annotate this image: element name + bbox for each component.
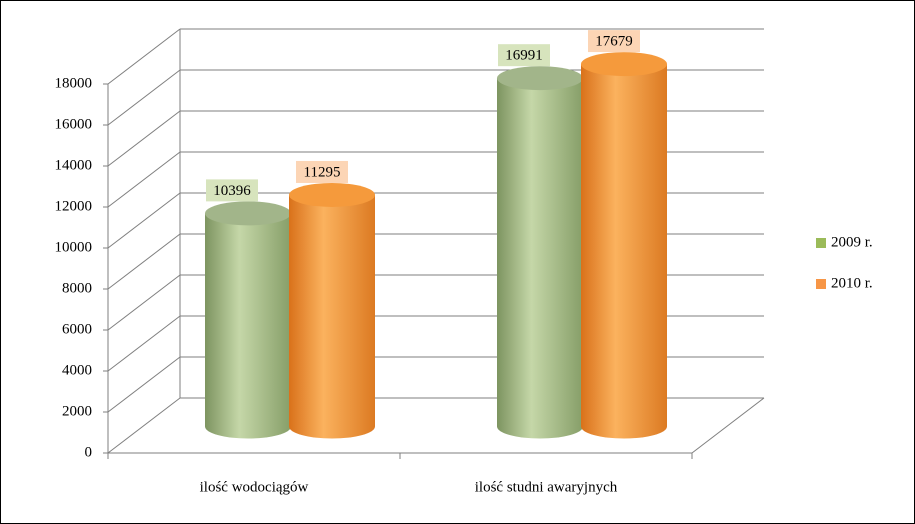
y-tick-label: 4000 [62,362,92,378]
y-tick-label: 0 [85,444,93,460]
y-tick-label: 16000 [55,116,93,132]
legend-label: 2010 r. [831,275,873,291]
y-tick-label: 10000 [55,239,93,255]
y-tick-label: 12000 [55,198,93,214]
data-label: 10396 [213,183,251,199]
legend-swatch [816,238,826,248]
grid-line [107,315,181,372]
cylinder-top [497,66,583,91]
data-label-box [296,160,348,183]
grid-line [107,110,181,167]
grid-line [107,233,181,290]
cylinder-top [289,182,375,207]
cylinder [205,213,291,439]
cylinder-top [581,52,667,77]
grid-line [107,28,181,85]
grid-line [107,397,181,454]
x-tick-label: ilość wodociągów [200,479,309,495]
data-label-box [206,179,258,202]
legend-label: 2009 r. [831,234,873,250]
cylinder [497,78,583,439]
legend-swatch [816,279,826,289]
data-label-box [498,44,550,67]
grid-line [107,274,181,331]
grid-line [107,69,181,126]
data-label: 16991 [505,48,543,64]
cylinder-top [205,201,291,226]
y-tick-label: 2000 [62,403,92,419]
y-tick-label: 14000 [55,157,93,173]
data-label-box [588,30,640,53]
cylinder [289,194,375,439]
x-tick-label: ilość studni awaryjnych [475,479,618,495]
floor-line [691,397,765,454]
grid-line [107,192,181,249]
data-label: 11295 [304,164,341,180]
y-tick-label: 6000 [62,321,92,337]
y-tick-label: 18000 [55,75,93,91]
cylinder [581,64,667,439]
grid-line [107,151,181,208]
data-label: 17679 [595,34,633,50]
y-tick-label: 8000 [62,280,92,296]
grid-line [107,356,181,413]
